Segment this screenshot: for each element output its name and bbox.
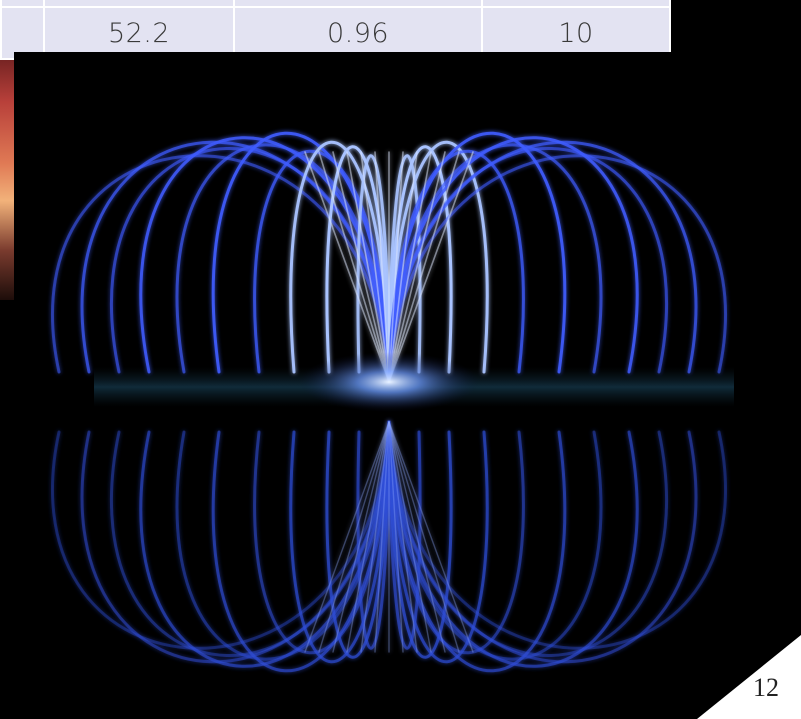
table-cell xyxy=(0,7,45,60)
fountain-jets xyxy=(51,131,727,673)
table-top-row-edge xyxy=(0,0,671,8)
page-number: 12 xyxy=(753,673,779,702)
table-cell-edge xyxy=(43,0,235,8)
table-cell-edge xyxy=(0,0,45,8)
page-corner xyxy=(697,635,801,719)
table-row: 52.2 0.96 10 xyxy=(0,7,671,60)
data-table: 52.2 0.96 10 xyxy=(0,0,671,60)
table-cell-edge xyxy=(233,0,483,8)
fountain-base-glow xyxy=(299,352,479,412)
table-cell: 0.96 xyxy=(233,7,483,60)
table-cell-edge xyxy=(481,0,671,8)
fountain-photo xyxy=(14,52,801,719)
table-cell: 10 xyxy=(481,7,671,60)
sunset-photo-edge xyxy=(0,52,14,300)
